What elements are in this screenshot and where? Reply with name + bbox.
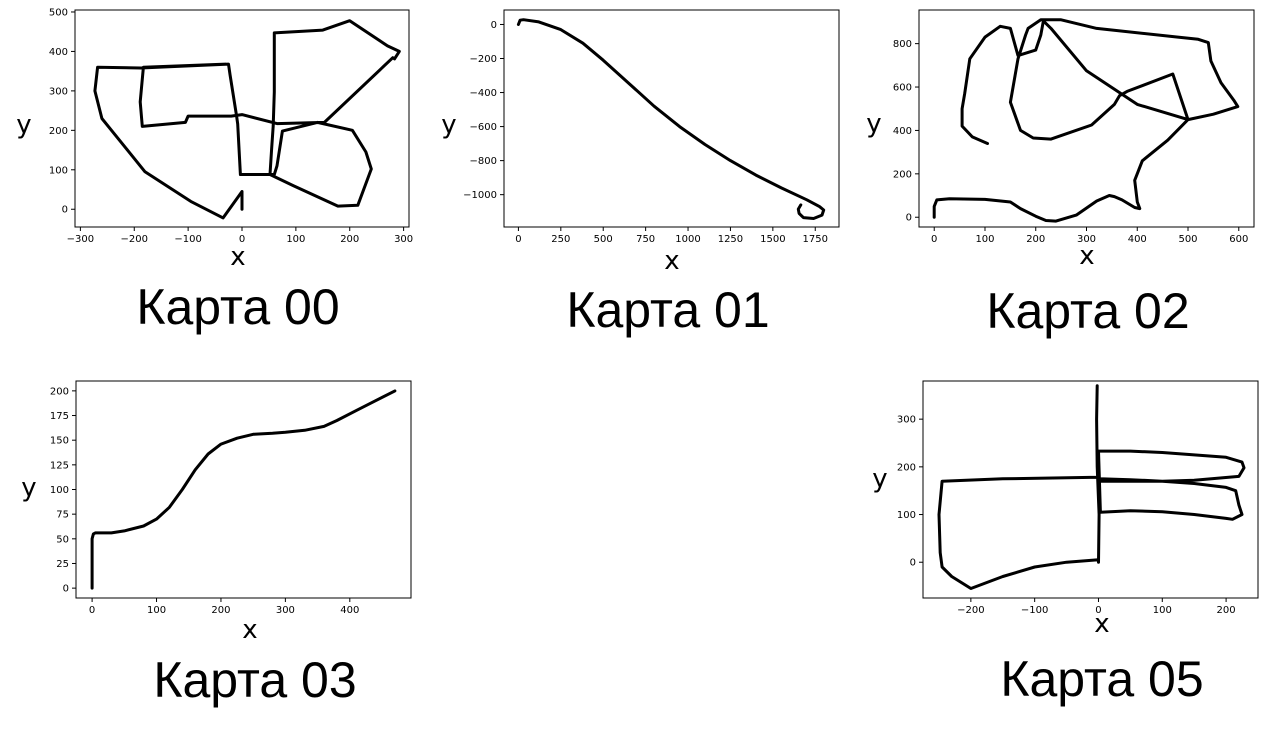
y-axis-label: y — [16, 110, 31, 140]
y-tick-label: 0 — [63, 584, 69, 595]
x-tick-label: 300 — [394, 234, 413, 245]
map-title: Карта 05 — [1000, 651, 1203, 707]
trajectory-line — [93, 19, 401, 220]
x-tick-label: 400 — [1128, 234, 1147, 245]
y-tick-label: −800 — [470, 156, 497, 167]
y-tick-label: −600 — [470, 122, 497, 133]
x-axis-label: x — [664, 246, 679, 276]
map-title: Карта 03 — [153, 652, 356, 708]
x-tick-label: 0 — [515, 234, 521, 245]
map-title: Карта 02 — [986, 283, 1189, 339]
x-tick-label: 100 — [286, 234, 305, 245]
y-axis-label: y — [872, 464, 887, 494]
x-tick-label: 100 — [1153, 605, 1172, 616]
y-axis-label: y — [21, 473, 36, 503]
x-axis-label: x — [242, 615, 257, 645]
map-title: Карта 00 — [136, 279, 339, 335]
panel-map-02: 0 100 200 300 400 500 600 0 200 400 600 800 y x Карта … — [866, 9, 1255, 339]
y-tick-label: 200 — [49, 126, 68, 137]
trajectory-line — [932, 18, 1240, 223]
y-tick-label: 200 — [893, 169, 912, 180]
x-tick-label: 100 — [975, 234, 994, 245]
x-tick-label: −200 — [121, 234, 148, 245]
y-axis-label: y — [441, 110, 456, 140]
y-tick-label: 175 — [50, 411, 69, 422]
y-tick-label: 800 — [893, 39, 912, 50]
x-tick-label: 400 — [340, 605, 359, 616]
y-tick-label: −400 — [470, 88, 497, 99]
y-tick-label: 25 — [56, 559, 69, 570]
x-tick-label: 200 — [1026, 234, 1045, 245]
x-tick-label: 300 — [1077, 234, 1096, 245]
trajectory-line — [516, 18, 826, 220]
y-tick-label: 0 — [910, 558, 916, 569]
trajectory-line — [90, 389, 397, 590]
y-tick-label: 300 — [49, 86, 68, 97]
x-tick-label: 0 — [239, 234, 245, 245]
y-tick-label: −200 — [470, 54, 497, 65]
x-tick-label: 600 — [1229, 234, 1248, 245]
x-tick-label: 0 — [89, 605, 95, 616]
x-tick-label: 750 — [636, 234, 655, 245]
panel-map-01: 0 250 500 750 1000 1250 1500 1750 −1000 −800 −600 −… — [441, 9, 840, 338]
x-tick-label: 1500 — [760, 234, 785, 245]
x-tick-label: −300 — [67, 234, 94, 245]
x-tick-label: 300 — [276, 605, 295, 616]
y-tick-label: −1000 — [463, 190, 497, 201]
x-tick-label: 500 — [594, 234, 613, 245]
x-tick-label: −200 — [957, 605, 984, 616]
plot-frame — [503, 9, 840, 228]
y-tick-label: 600 — [893, 83, 912, 94]
y-tick-label: 100 — [897, 510, 916, 521]
y-tick-label: 400 — [49, 47, 68, 58]
y-tick-label: 200 — [897, 462, 916, 473]
y-tick-label: 100 — [49, 165, 68, 176]
y-tick-label: 100 — [50, 485, 69, 496]
map-title: Карта 01 — [566, 282, 769, 338]
x-axis-label: x — [1094, 609, 1109, 639]
x-axis-label: x — [1079, 241, 1094, 271]
y-axis-label: y — [866, 109, 881, 139]
x-tick-label: 200 — [340, 234, 359, 245]
x-tick-label: 0 — [1095, 605, 1101, 616]
y-tick-label: 400 — [893, 126, 912, 137]
y-tick-label: 300 — [897, 415, 916, 426]
plot-frame — [922, 380, 1259, 599]
panel-map-03: 0 100 200 300 400 0 25 50 75 100 125 150 175 200 y x Кар… — [21, 380, 412, 708]
panel-map-00: −300 −200 −100 0 100 200 300 0 100 200 300 400 500 y x… — [16, 7, 413, 335]
y-tick-label: 0 — [906, 213, 912, 224]
x-tick-label: 500 — [1178, 234, 1197, 245]
x-tick-label: 0 — [931, 234, 937, 245]
trajectory-line — [937, 384, 1246, 590]
y-tick-label: 200 — [50, 386, 69, 397]
x-tick-label: −100 — [1021, 605, 1048, 616]
y-tick-label: 50 — [56, 534, 69, 545]
x-axis-label: x — [230, 242, 245, 272]
x-tick-label: 100 — [147, 605, 166, 616]
x-tick-label: 1250 — [718, 234, 743, 245]
y-tick-label: 0 — [491, 20, 497, 31]
x-tick-label: 250 — [551, 234, 570, 245]
x-tick-label: 200 — [211, 605, 230, 616]
x-tick-label: −100 — [174, 234, 201, 245]
y-tick-label: 125 — [50, 460, 69, 471]
x-tick-label: 1750 — [803, 234, 828, 245]
x-tick-label: 1000 — [675, 234, 700, 245]
y-tick-label: 500 — [49, 7, 68, 18]
y-tick-label: 150 — [50, 436, 69, 447]
y-tick-label: 75 — [56, 510, 69, 521]
plot-frame — [75, 380, 412, 599]
y-tick-label: 0 — [62, 205, 68, 216]
x-tick-label: 200 — [1217, 605, 1236, 616]
panel-map-05: −200 −100 0 100 200 0 100 200 300 y x Карта 05 — [872, 380, 1259, 707]
